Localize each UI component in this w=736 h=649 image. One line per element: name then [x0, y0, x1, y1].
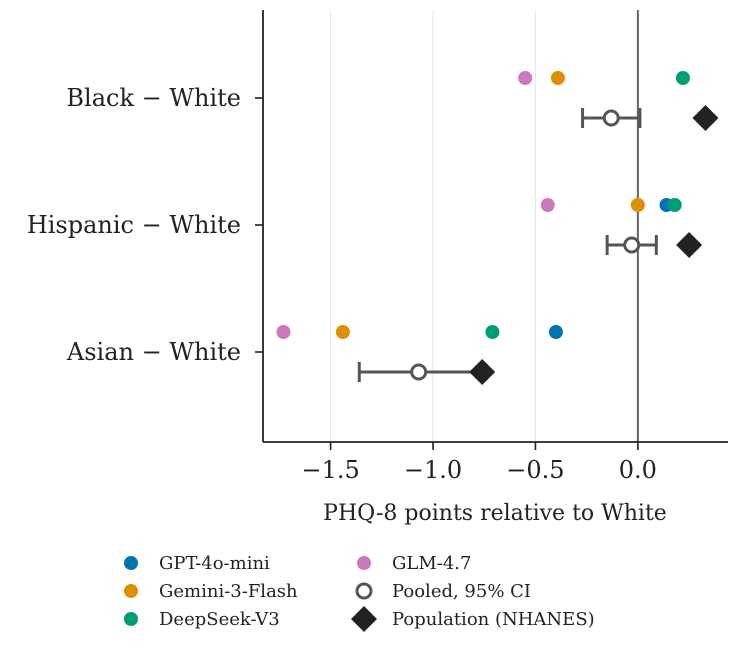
x-axis-title: PHQ-8 points relative to White [323, 501, 667, 526]
axes [262, 10, 728, 443]
population-point [692, 105, 719, 131]
legend-label: Pooled, 95% CI [392, 581, 531, 602]
legend-label: GLM-4.7 [392, 553, 471, 574]
legend-marker [351, 606, 377, 632]
population-point [469, 359, 496, 385]
x-tick-label: −0.5 [506, 456, 564, 484]
legend-marker [357, 556, 371, 570]
legend-label: Gemini-3-Flash [159, 581, 298, 602]
x-tick-label: 0.0 [619, 456, 657, 484]
model-point [548, 325, 563, 339]
model-point [675, 71, 690, 85]
legend-label: Population (NHANES) [392, 609, 595, 630]
legend-label: DeepSeek-V3 [159, 609, 280, 630]
legend-marker [124, 584, 138, 598]
x-tick-labels: −1.5 −1.0 −0.5 0.0 [301, 442, 657, 484]
category-labels: Black − White Hispanic − White Asian − Whi… [27, 84, 263, 366]
legend-marker [355, 582, 373, 600]
category-label: Hispanic − White [27, 211, 241, 239]
model-point [276, 325, 291, 339]
pooled-point [410, 363, 428, 381]
category-label: Asian − White [66, 338, 241, 366]
model-point [630, 198, 645, 212]
category-label: Black − White [66, 84, 241, 112]
pooled-point [623, 236, 641, 254]
legend: GPT-4o-mini Gemini-3-Flash DeepSeek-V3 GLM-… [124, 553, 595, 632]
model-point [518, 71, 533, 85]
legend-marker [124, 612, 138, 626]
model-point [550, 71, 565, 85]
legend-label: GPT-4o-mini [159, 553, 270, 574]
model-point [335, 325, 350, 339]
x-tick-label: −1.5 [301, 456, 359, 484]
model-point [485, 325, 500, 339]
data-marks [276, 71, 719, 385]
pooled-point [602, 109, 620, 127]
model-point [667, 198, 682, 212]
population-point [676, 232, 703, 258]
model-point [540, 198, 555, 212]
legend-marker [124, 556, 138, 570]
x-tick-label: −1.0 [404, 456, 462, 484]
